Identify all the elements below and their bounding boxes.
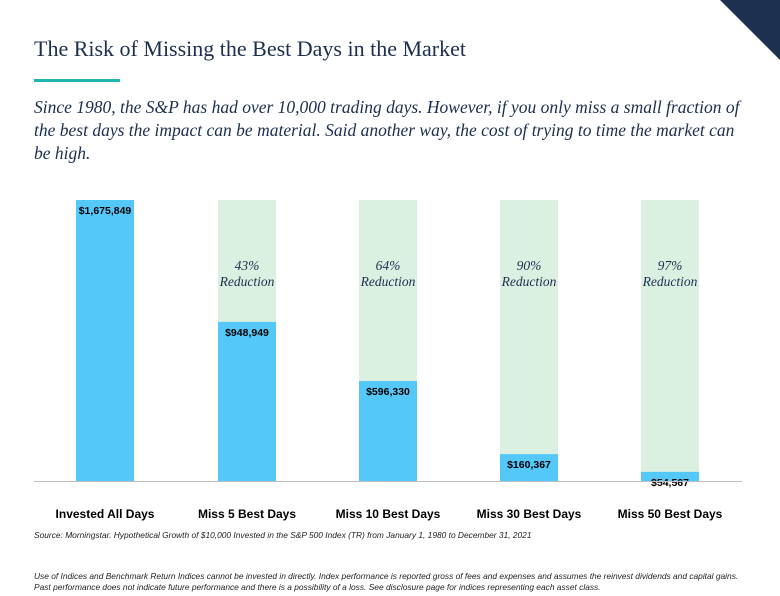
corner-decoration [720,0,780,60]
title-underline [34,79,120,82]
bar-2 [359,381,417,481]
bar-0 [76,200,134,481]
bar-1 [218,321,276,481]
page-subtitle: Since 1980, the S&P has had over 10,000 … [34,97,740,163]
reduction-pct-4: 97% [658,258,683,273]
disclaimer-note: Use of Indices and Benchmark Return Indi… [34,571,739,592]
reduction-word-3: Reduction [501,274,557,289]
value-label-2: $596,330 [366,386,410,398]
value-label-4: $54,567 [651,477,689,489]
category-label-4: Miss 50 Best Days [618,507,723,521]
value-label-3: $160,367 [507,459,551,471]
reduction-pct-3: 90% [517,258,542,273]
reduction-pct-1: 43% [235,258,260,273]
background-bar-3 [500,200,558,481]
category-label-3: Miss 30 Best Days [477,507,582,521]
reduction-word-2: Reduction [360,274,416,289]
source-note: Source: Morningstar. Hypothetical Growth… [34,530,532,540]
reduction-word-4: Reduction [642,274,698,289]
reduction-pct-2: 64% [376,258,401,273]
bar-4 [641,471,699,481]
background-bar-4 [641,200,699,481]
page-title: The Risk of Missing the Best Days in the… [34,36,467,61]
value-label-0: $1,675,849 [79,205,132,217]
reduction-word-1: Reduction [219,274,275,289]
value-label-1: $948,949 [225,327,269,339]
category-label-0: Invested All Days [56,507,155,521]
category-label-1: Miss 5 Best Days [198,507,296,521]
bar-3 [500,454,558,481]
category-label-2: Miss 10 Best Days [336,507,441,521]
